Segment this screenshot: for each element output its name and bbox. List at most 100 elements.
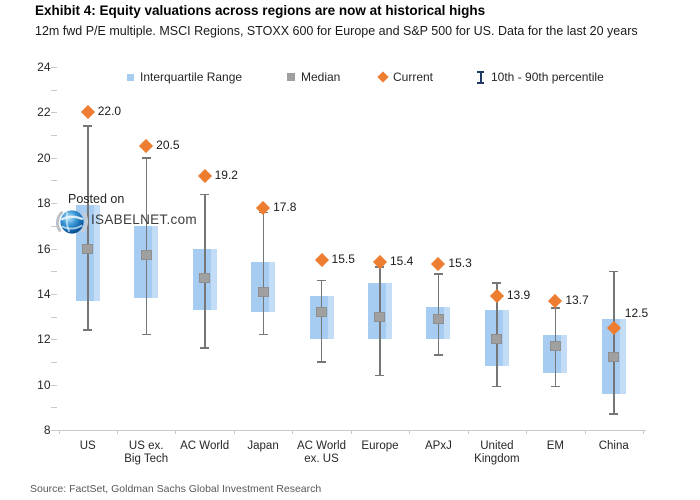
- y-axis-tick: [50, 407, 57, 409]
- median-marker: [374, 311, 386, 322]
- whisker-cap-bottom: [317, 360, 327, 363]
- whisker-cap-bottom: [83, 329, 93, 331]
- current-diamond: [489, 289, 504, 304]
- current-diamond: [139, 139, 154, 154]
- x-axis-category-label: AC World: [180, 440, 230, 452]
- current-value-label: 20.5: [156, 138, 180, 153]
- current-value-label: 22.0: [97, 104, 122, 119]
- y-axis-label: 12: [37, 332, 51, 347]
- x-axis-tick: [233, 430, 235, 434]
- median-marker: [82, 243, 94, 254]
- exhibit-subtitle: 12m fwd P/E multiple. MSCI Regions, STOX…: [35, 24, 638, 38]
- legend-item-current: Current: [377, 69, 434, 85]
- legend-item-percentile: 10th - 90th percentile: [476, 69, 604, 85]
- whisker-line-over: [321, 296, 323, 340]
- x-axis-category-label: US: [79, 440, 96, 452]
- iqr-swatch-icon: [127, 73, 134, 81]
- legend-item-iqr: Interquartile Range: [127, 69, 242, 85]
- x-axis-category-label: United Kingdom: [474, 440, 520, 465]
- watermark-posted-on: Posted on: [68, 192, 125, 206]
- median-marker: [432, 313, 444, 324]
- current-value-label: 15.4: [389, 254, 414, 269]
- x-axis-tick: [643, 430, 644, 434]
- y-axis-tick: [50, 112, 57, 114]
- median-marker: [608, 352, 620, 363]
- x-axis-tick: [292, 430, 294, 434]
- whisker-cap-top: [141, 157, 151, 159]
- x-axis-category-label: Europe: [361, 440, 399, 452]
- whisker-cap-top: [492, 282, 502, 284]
- whisker-cap-top: [200, 193, 210, 196]
- x-axis-tick: [58, 430, 60, 434]
- current-value-label: 15.3: [448, 256, 472, 271]
- median-marker: [491, 334, 503, 345]
- whisker-cap-top: [609, 270, 619, 273]
- whisker-cap-bottom: [200, 347, 210, 349]
- y-axis-label: 16: [37, 241, 51, 256]
- y-axis-label: 18: [37, 196, 51, 211]
- whisker-cap-bottom: [258, 333, 268, 336]
- x-axis-tick: [116, 430, 118, 434]
- x-axis-tick: [526, 430, 528, 434]
- whisker-cap-bottom: [433, 354, 443, 356]
- current-value-label: 19.2: [214, 167, 238, 182]
- y-axis-label: 24: [37, 60, 51, 74]
- whisker-cap-top: [550, 306, 560, 309]
- y-axis-tick: [50, 248, 57, 250]
- x-axis-category-label: AC World ex. US: [297, 440, 347, 465]
- y-axis-tick: [50, 271, 57, 273]
- legend-item-median: Median: [287, 69, 340, 85]
- x-axis-tick: [467, 430, 469, 434]
- watermark-isabelnet: ISABELNET.com: [91, 212, 197, 227]
- x-axis-category-label: China: [598, 440, 629, 452]
- median-swatch-icon: [287, 73, 295, 81]
- y-axis-label: 8: [43, 423, 51, 437]
- x-axis-line: [53, 430, 646, 431]
- whisker-line-over: [379, 282, 381, 340]
- legend-label-iqr: Interquartile Range: [140, 70, 243, 84]
- y-axis-tick: [50, 180, 57, 182]
- whisker-cap-bottom: [550, 385, 560, 388]
- y-axis-tick: [50, 89, 57, 91]
- isabelnet-globe-logo-icon: [56, 210, 88, 234]
- x-axis-category-label: US ex. Big Tech: [124, 440, 169, 465]
- median-marker: [549, 341, 561, 352]
- x-axis-tick: [350, 430, 352, 434]
- legend-label-median: Median: [301, 70, 341, 84]
- median-marker: [257, 286, 269, 297]
- current-diamond: [314, 252, 329, 267]
- legend-label-current: Current: [393, 70, 434, 84]
- x-axis-category-label: APxJ: [425, 440, 452, 452]
- whisker-cap-bottom: [492, 385, 502, 388]
- median-marker: [316, 307, 328, 318]
- whisker-cap-bottom: [141, 333, 151, 336]
- source-note: Source: FactSet, Goldman Sachs Global In…: [30, 483, 322, 495]
- current-value-label: 13.9: [506, 288, 531, 303]
- x-axis-tick: [409, 430, 411, 434]
- whisker-cap-top: [83, 125, 93, 128]
- y-axis-label: 10: [37, 377, 51, 392]
- whisker-cap-top: [317, 279, 327, 282]
- whisker-line-over: [554, 334, 557, 374]
- current-diamond: [80, 105, 95, 120]
- current-diamond-icon: [377, 71, 389, 83]
- x-axis-category-label: EM: [546, 440, 564, 452]
- y-axis-tick: [50, 339, 57, 341]
- current-diamond: [548, 293, 563, 308]
- y-axis-tick: [50, 293, 57, 295]
- x-axis-category-label: Japan: [247, 440, 279, 452]
- current-value-label: 13.7: [565, 292, 589, 307]
- y-axis-tick: [50, 157, 57, 159]
- legend-label-percentile: 10th - 90th percentile: [491, 70, 604, 84]
- percentile-whisker-icon: [476, 70, 485, 84]
- y-axis-tick: [50, 316, 57, 318]
- whisker-cap-bottom: [609, 413, 619, 415]
- current-value-label: 12.5: [624, 305, 649, 320]
- x-axis-tick: [175, 430, 177, 434]
- x-axis-tick: [584, 430, 586, 434]
- y-axis-label: 20: [37, 150, 51, 165]
- y-axis-label: 14: [37, 286, 51, 301]
- y-axis-label: 22: [37, 105, 51, 120]
- current-value-label: 17.8: [273, 199, 297, 214]
